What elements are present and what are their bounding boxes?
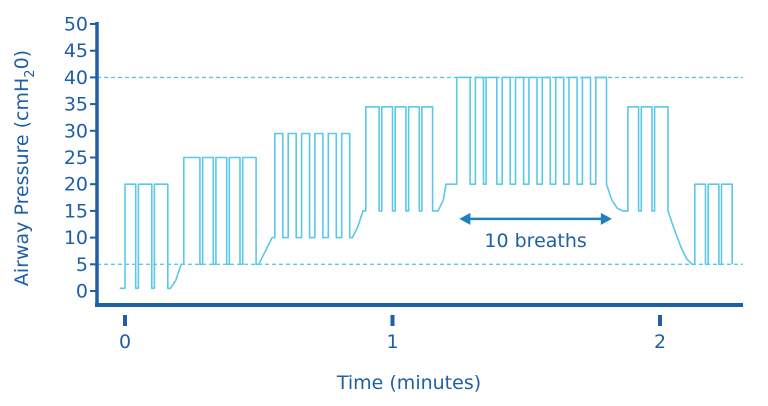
pressure-trace-layer — [119, 76, 734, 290]
y-tick-label-0: 0 — [76, 281, 88, 303]
y-axis: 0 5 10 15 20 25 30 35 40 45 50 — [64, 14, 99, 305]
y-tick-label-30: 30 — [64, 120, 88, 142]
x-tick-label-0: 0 — [119, 331, 131, 353]
x-tick-0 — [123, 315, 127, 326]
arrowhead-right — [600, 212, 612, 225]
x-axis: 0 1 2 — [95, 303, 743, 353]
y-tick-label-20: 20 — [64, 174, 88, 196]
y-tick-label-25: 25 — [64, 147, 88, 169]
y-tick-label-5: 5 — [76, 254, 88, 276]
y-tick-label-50: 50 — [64, 14, 88, 36]
breaths-annotation: 10 breaths — [459, 212, 612, 252]
x-tick-1 — [390, 315, 395, 326]
x-tick-label-1: 1 — [386, 331, 398, 353]
y-axis-title-end: 0) — [11, 50, 33, 70]
y-axis-title-subscript: 2 — [23, 69, 38, 77]
reference-lines — [97, 76, 743, 265]
x-tick-2 — [658, 315, 662, 326]
y-tick-label-15: 15 — [64, 200, 88, 222]
x-tick-label-2: 2 — [654, 331, 666, 353]
arrowhead-left — [459, 212, 471, 225]
breaths-label: 10 breaths — [484, 230, 586, 252]
y-axis-title-main: Airway Pressure (cmH — [11, 78, 33, 286]
y-axis-title: Airway Pressure (cmH20) — [11, 50, 38, 286]
y-tick-label-35: 35 — [64, 94, 88, 116]
y-tick-label-10: 10 — [64, 227, 88, 249]
y-tick-label-40: 40 — [64, 67, 88, 89]
pressure-trace — [119, 76, 734, 290]
y-tick-label-45: 45 — [64, 40, 88, 62]
x-axis-title: Time (minutes) — [336, 372, 481, 394]
